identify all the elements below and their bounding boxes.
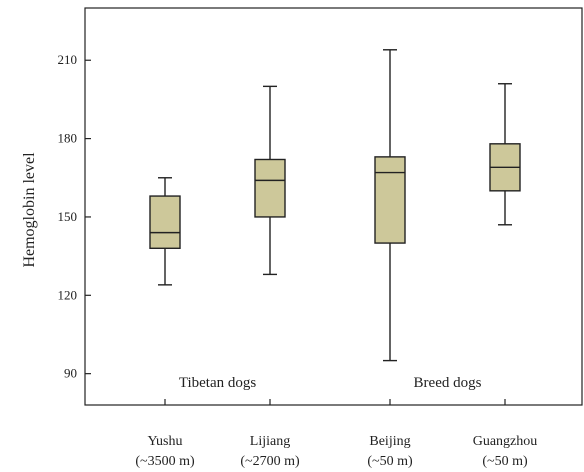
box-yushu — [150, 178, 180, 285]
y-tick-label: 90 — [64, 366, 77, 381]
y-tick-label: 150 — [58, 209, 78, 224]
x-tick-label: Yushu — [147, 434, 182, 449]
x-tick-label: Lijiang — [250, 434, 290, 449]
iqr-box — [375, 157, 405, 243]
x-tick-label: Guangzhou — [473, 434, 538, 449]
boxes — [150, 50, 520, 361]
x-ticks: Yushu (~3500 m) Lijiang (~2700 m) Beijing (~5… — [135, 399, 537, 469]
x-tick-sublabel: (~2700 m) — [240, 454, 300, 469]
y-tick-label: 120 — [58, 287, 78, 302]
y-tick-label: 210 — [58, 52, 78, 67]
iqr-box — [255, 159, 285, 216]
group-label: Breed dogs — [414, 375, 482, 391]
x-tick-sublabel: (~3500 m) — [135, 454, 195, 469]
box-lijiang — [255, 86, 285, 274]
box-beijing — [375, 50, 405, 361]
box-guangzhou — [490, 84, 520, 225]
y-tick-label: 180 — [58, 131, 78, 146]
x-tick-label: Beijing — [369, 434, 410, 449]
x-tick-sublabel: (~50 m) — [367, 454, 413, 469]
y-axis-title: Hemoglobin level — [21, 152, 38, 268]
iqr-box — [150, 196, 180, 248]
y-ticks: 90 120 150 180 210 — [58, 52, 92, 380]
group-label: Tibetan dogs — [179, 375, 257, 391]
x-tick-sublabel: (~50 m) — [482, 454, 528, 469]
group-labels: Tibetan dogs Breed dogs — [179, 375, 482, 391]
